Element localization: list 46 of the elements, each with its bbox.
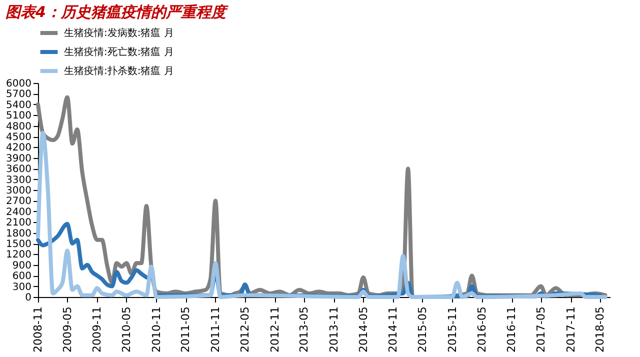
x-tick-label: 2009-05 <box>60 306 74 352</box>
legend-label: 生猪疫情:扑杀数:猪瘟 月 <box>64 65 174 77</box>
y-tick-label: 3000 <box>6 186 32 196</box>
y-tick-label: 300 <box>12 282 32 293</box>
x-tick-label: 2012-05 <box>238 306 252 352</box>
y-tick-label: 5700 <box>6 89 32 100</box>
y-tick-label: 600 <box>12 271 32 282</box>
y-tick-label: 1200 <box>6 250 32 261</box>
y-tick-label: 900 <box>12 260 32 272</box>
x-tick-label: 2010-11 <box>150 306 163 352</box>
legend-label: 生猪疫情:死亡数:猪瘟 月 <box>64 46 174 58</box>
x-tick-label: 2010-05 <box>120 306 133 352</box>
x-tick-label: 2011-11 <box>208 306 222 352</box>
y-tick-label: 1800 <box>6 228 32 240</box>
y-tick-label: 0 <box>25 292 32 304</box>
y-tick-label: 5400 <box>6 100 32 111</box>
y-tick-label: 4800 <box>6 121 32 132</box>
x-tick-label: 2016-05 <box>475 306 488 352</box>
x-tick-label: 2013-05 <box>298 306 311 352</box>
y-tick-label: 3300 <box>6 174 32 186</box>
x-tick-label: 2014-11 <box>386 306 400 352</box>
x-tick-label: 2011-05 <box>179 306 192 352</box>
y-tick-label: 1500 <box>6 239 32 250</box>
legend-label: 生猪疫情:发病数:猪瘟 月 <box>64 27 174 39</box>
x-tick-label: 2008-11 <box>32 306 44 352</box>
y-tick-label: 4200 <box>6 142 32 154</box>
x-tick-label: 2009-11 <box>90 306 104 352</box>
chart-title: 图表4：历史猪瘟疫情的严重程度 <box>6 3 229 21</box>
x-tick-label: 2016-11 <box>505 306 518 352</box>
x-tick-label: 2017-11 <box>564 306 578 352</box>
y-tick-label: 2400 <box>6 206 32 218</box>
x-tick-label: 2013-11 <box>327 306 340 352</box>
y-tick-label: 2700 <box>6 196 32 208</box>
y-tick-label: 5100 <box>6 110 32 122</box>
y-tick-label: 3600 <box>6 164 32 176</box>
x-tick-label: 2015-05 <box>416 306 429 352</box>
x-tick-label: 2015-11 <box>446 306 459 352</box>
y-tick-label: 6000 <box>6 78 32 90</box>
x-tick-label: 2017-05 <box>534 306 548 352</box>
y-tick-label: 3900 <box>6 153 32 164</box>
line-series <box>36 130 608 299</box>
x-tick-label: 2018-05 <box>594 306 607 352</box>
x-tick-label: 2012-11 <box>268 306 282 352</box>
y-tick-label: 2100 <box>6 218 32 229</box>
x-tick-label: 2014-05 <box>356 306 370 352</box>
y-tick-label: 4500 <box>6 132 32 143</box>
